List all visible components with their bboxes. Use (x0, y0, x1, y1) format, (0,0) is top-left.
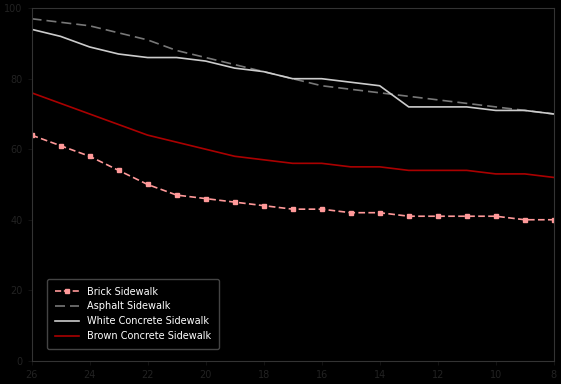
Legend: Brick Sidewalk, Asphalt Sidewalk, White Concrete Sidewalk, Brown Concrete Sidewa: Brick Sidewalk, Asphalt Sidewalk, White … (47, 279, 219, 349)
